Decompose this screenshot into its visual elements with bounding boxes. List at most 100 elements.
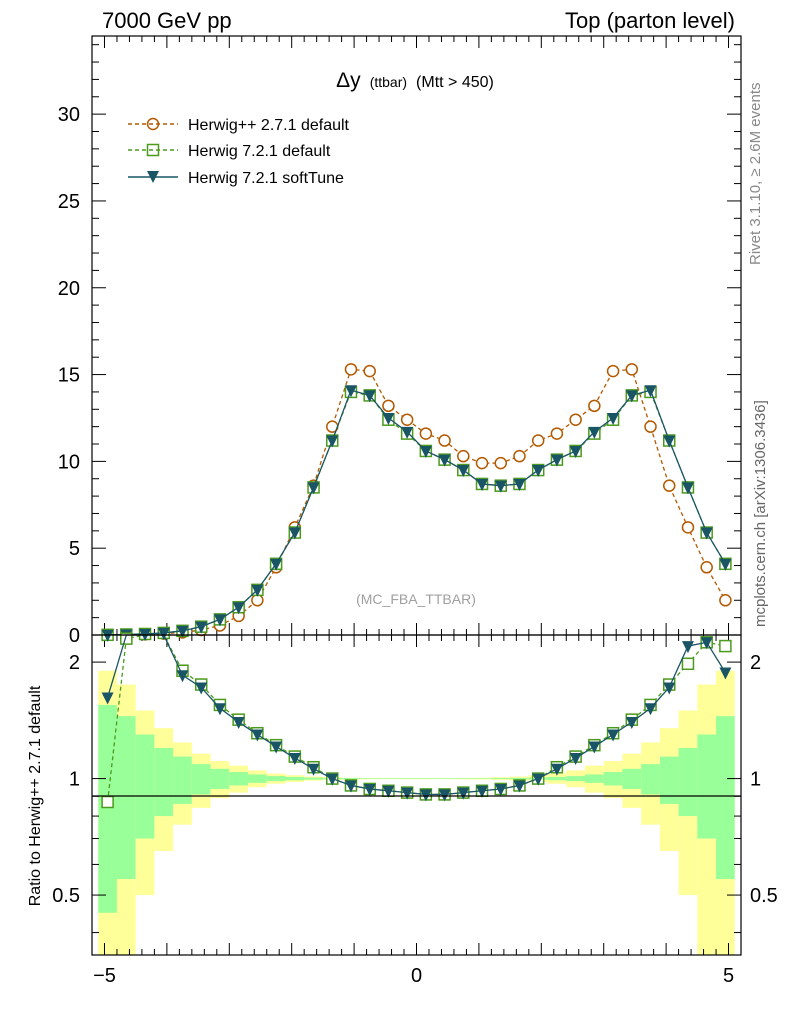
y-tick-label: 25: [58, 191, 80, 213]
data-point-triangle: [195, 682, 208, 695]
data-point-triangle: [288, 753, 301, 766]
data-point-triangle: [532, 465, 545, 478]
band-inner-bin: [547, 776, 567, 781]
data-point-circle: [700, 561, 713, 574]
band-inner-bin: [341, 778, 361, 780]
band-inner-bin: [453, 778, 473, 779]
y-tick-label: 10: [58, 451, 80, 473]
data-point-triangle: [401, 426, 414, 439]
band-inner-bin: [603, 771, 623, 786]
data-point-triangle: [700, 637, 713, 650]
data-point-triangle: [588, 741, 601, 754]
data-point-circle: [550, 427, 564, 440]
data-point-triangle: [326, 435, 339, 448]
legend-label: Herwig 7.2.1 default: [188, 143, 331, 160]
band-inner-bin: [416, 778, 436, 779]
data-point-triangle: [644, 703, 657, 716]
band-inner-bin: [304, 777, 323, 780]
data-point-triangle: [213, 703, 226, 716]
data-point-triangle: [476, 478, 489, 491]
data-point-triangle: [625, 717, 638, 730]
legend-label: Herwig 7.2.1 softTune: [188, 170, 344, 187]
series-line-ratio: [106, 634, 726, 796]
data-point-triangle: [213, 614, 226, 627]
data-point-triangle: [419, 445, 432, 458]
band-inner-bin: [135, 734, 155, 839]
band-inner-bin: [697, 734, 717, 839]
data-point-triangle: [326, 773, 339, 786]
data-point-triangle: [550, 763, 563, 776]
data-point-triangle: [457, 465, 470, 478]
band-inner-bin: [379, 778, 398, 779]
data-point-triangle: [251, 584, 264, 597]
main-title-rest: (Mtt > 450): [416, 74, 494, 91]
data-point-triangle: [270, 741, 283, 754]
band-inner-bin: [472, 778, 492, 779]
data-series: [101, 363, 732, 809]
data-point-triangle: [476, 785, 489, 798]
data-point-triangle: [101, 692, 114, 705]
band-inner-bin: [678, 747, 698, 817]
data-point-triangle: [719, 558, 732, 571]
band-inner-bin: [191, 764, 211, 795]
data-point-square: [101, 795, 114, 809]
data-point-triangle: [494, 783, 507, 796]
legend: Herwig++ 2.7.1 default Herwig 7.2.1 defa…: [128, 117, 350, 187]
legend-entry-softtune: Herwig 7.2.1 softTune: [128, 170, 344, 187]
data-point-circle: [531, 434, 545, 447]
data-point-triangle: [401, 787, 414, 800]
data-point-triangle: [607, 729, 620, 742]
data-point-circle: [382, 399, 395, 413]
data-point-triangle: [457, 787, 470, 800]
band-inner-bin: [229, 771, 249, 786]
uncertainty-band: [98, 670, 735, 955]
data-point-triangle: [307, 763, 320, 776]
data-point-square: [681, 657, 695, 671]
main-title: Δy (ttbar) (Mtt > 450): [336, 69, 494, 92]
y-tick-label: 20: [58, 278, 80, 300]
band-inner-bin: [566, 776, 585, 782]
data-point-circle: [644, 420, 657, 433]
data-point-triangle: [719, 667, 732, 680]
legend-triangle-marker: [147, 171, 159, 183]
main-title-small: (ttbar): [370, 74, 407, 90]
band-inner-bin: [510, 777, 529, 780]
ratio-y-tick-label: 2: [69, 652, 80, 674]
band-inner-bin: [397, 778, 417, 779]
series-line-main: [107, 389, 726, 636]
data-point-circle: [588, 399, 601, 413]
ratio-y-tick-label: 1: [69, 769, 80, 791]
data-point-triangle: [569, 753, 582, 766]
band-inner-bin: [641, 764, 660, 795]
data-point-circle: [363, 364, 376, 378]
ratio-y-tick-label-right: 2: [750, 652, 761, 674]
data-point-circle: [344, 363, 358, 376]
ratio-y-tick-label: 0.5: [52, 885, 80, 907]
band-inner-bin: [210, 768, 230, 789]
data-point-triangle: [176, 670, 189, 683]
band-inner-bin: [266, 776, 286, 782]
ratio-plot-frame: [91, 634, 742, 956]
data-point-triangle: [251, 729, 264, 742]
data-point-triangle: [625, 390, 638, 403]
y-tick-label: 5: [69, 538, 80, 560]
header-right: Top (parton level): [565, 8, 735, 33]
data-point-triangle: [344, 780, 357, 793]
band-inner-bin: [154, 747, 174, 817]
data-point-circle: [513, 449, 526, 463]
data-point-square: [719, 639, 732, 653]
data-point-circle: [494, 456, 507, 470]
data-point-circle: [457, 449, 470, 463]
data-point-circle: [438, 434, 451, 447]
data-point-triangle: [681, 641, 694, 654]
data-point-triangle: [101, 629, 114, 642]
data-point-circle: [400, 413, 414, 426]
data-point-triangle: [663, 682, 676, 695]
data-point-triangle: [513, 780, 526, 793]
data-point-triangle: [382, 412, 395, 425]
legend-circle-marker: [146, 117, 160, 131]
data-point-triangle: [176, 625, 189, 638]
data-point-circle: [419, 427, 433, 440]
data-point-triangle: [700, 527, 713, 540]
